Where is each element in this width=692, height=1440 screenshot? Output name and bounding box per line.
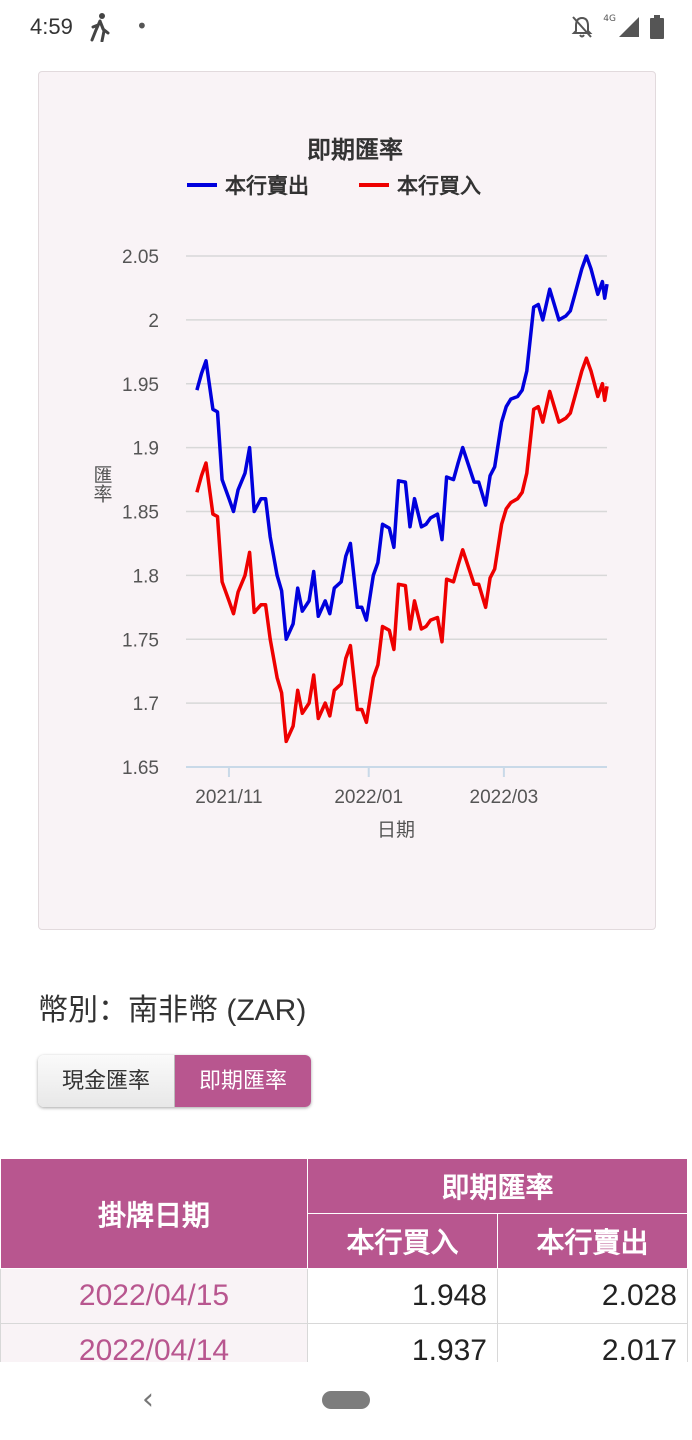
back-icon[interactable]: ‹ xyxy=(142,1382,154,1417)
y-axis-label: 匯率 xyxy=(91,465,113,503)
legend-label-buy: 本行買入 xyxy=(397,174,481,198)
spot-rate-group-header: 即期匯率 xyxy=(307,1158,688,1214)
chart-series xyxy=(195,254,609,744)
status-time: 4:59 xyxy=(30,14,73,39)
y-tick-label: 1.65 xyxy=(122,758,159,779)
y-tick-label: 1.75 xyxy=(122,630,159,651)
table-row: 2022/04/15 1.948 2.028 xyxy=(0,1268,688,1324)
x-axis-tick-labels: 2021/11 2022/01 2022/03 xyxy=(195,767,538,808)
currency-label: 幣別：南非幣 (ZAR) xyxy=(38,994,307,1027)
series-line-sell xyxy=(195,254,609,641)
y-axis-tick-labels: 1.65 1.7 1.75 1.8 1.85 1.9 1.95 2 2.05 xyxy=(122,247,159,779)
status-bar: 4:59 • 4G xyxy=(0,0,692,58)
home-pill-icon[interactable] xyxy=(322,1391,370,1409)
battery-icon xyxy=(650,15,664,39)
y-tick-label: 2 xyxy=(148,311,159,332)
x-axis-label: 日期 xyxy=(377,819,415,841)
sell-column-header: 本行賣出 xyxy=(497,1213,688,1269)
status-icons: 4G xyxy=(571,12,664,42)
row-date[interactable]: 2022/04/15 xyxy=(0,1268,308,1324)
notifications-off-icon xyxy=(571,16,593,38)
walk-icon xyxy=(90,13,110,42)
y-tick-label: 1.9 xyxy=(133,439,159,460)
x-tick-label: 2021/11 xyxy=(195,787,262,808)
spot-rate-chart: 即期匯率 本行賣出 本行買入 1.65 1.7 1.75 1.8 1.85 1.9 1.95… xyxy=(91,136,609,841)
rate-type-toggle: 現金匯率 即期匯率 xyxy=(38,1055,312,1107)
y-tick-label: 1.85 xyxy=(122,503,159,524)
series-line-buy xyxy=(195,356,609,744)
chart-card: 即期匯率 本行賣出 本行買入 1.65 1.7 1.75 1.8 1.85 1.9 1.95… xyxy=(38,71,656,930)
chart-title: 即期匯率 xyxy=(307,136,403,164)
cash-rate-button[interactable]: 現金匯率 xyxy=(38,1055,176,1107)
date-column-header: 掛牌日期 xyxy=(0,1158,308,1269)
rate-table: 掛牌日期 即期匯率 本行買入 本行賣出 2022/04/15 1.948 2.0… xyxy=(0,1158,688,1379)
y-tick-label: 1.8 xyxy=(133,566,159,587)
y-tick-label: 1.7 xyxy=(133,694,159,715)
y-tick-label: 1.95 xyxy=(122,375,159,396)
4g-icon: 4G xyxy=(603,14,616,24)
legend-label-sell: 本行賣出 xyxy=(225,174,309,198)
buy-column-header: 本行買入 xyxy=(307,1213,498,1269)
navigation-bar: ‹ xyxy=(0,1362,692,1440)
dot-icon: • xyxy=(136,14,148,38)
y-tick-label: 2.05 xyxy=(122,247,159,268)
x-tick-label: 2022/03 xyxy=(470,787,539,808)
spot-rate-button[interactable]: 即期匯率 xyxy=(175,1055,312,1107)
x-tick-label: 2022/01 xyxy=(334,787,403,808)
row-sell-rate: 2.028 xyxy=(497,1268,688,1324)
chart-legend: 本行賣出 本行買入 xyxy=(187,174,481,198)
signal-icon xyxy=(619,17,639,37)
row-buy-rate: 1.948 xyxy=(307,1268,498,1324)
